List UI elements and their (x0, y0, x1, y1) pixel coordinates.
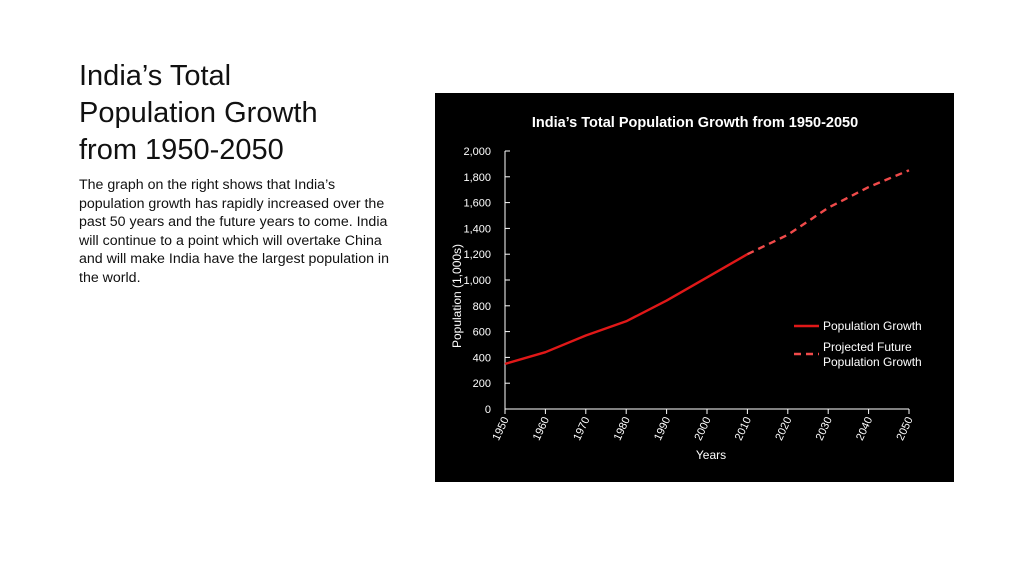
x-tick-label: 2010 (733, 415, 754, 442)
slide-title-line: India’s Total (79, 60, 232, 92)
slide-body-text: The graph on the right shows that India’… (79, 177, 389, 286)
chart-title: India’s Total Population Growth from 195… (532, 115, 858, 131)
x-tick-label: 2000 (692, 415, 713, 442)
x-tick-label: 2050 (894, 415, 915, 442)
x-tick-label: 1950 (490, 415, 511, 442)
y-tick-label: 1,200 (463, 249, 491, 261)
y-tick-label: 400 (473, 352, 491, 364)
slide-title: India’s Total Population Growth from 195… (79, 58, 399, 169)
chart-axes: 0 200 400 600 800 1,000 1,200 1,400 1,600 1,800 2,… (463, 146, 915, 442)
series-line-1 (746, 169, 910, 256)
y-tick-label: 200 (473, 378, 491, 390)
y-tick-label: 1,800 (463, 172, 491, 184)
y-tick-label: 1,600 (463, 198, 491, 210)
legend-label-population-growth: Population Growth (823, 319, 922, 333)
x-tick-label: 1970 (571, 415, 592, 442)
chart-series (504, 169, 910, 366)
chart-svg: India’s Total Population Growth from 195… (450, 115, 922, 462)
y-tick-label: 800 (473, 301, 491, 313)
y-tick-label: 1,000 (463, 275, 491, 287)
x-tick-label: 1980 (612, 415, 633, 442)
slide-title-line: from 1950-2050 (79, 134, 284, 166)
y-tick-label: 2,000 (463, 146, 491, 158)
x-tick-label: 1990 (652, 415, 673, 442)
slide-title-line: Population Growth (79, 97, 318, 129)
y-axis-title: Population (1,000s) (450, 244, 464, 348)
legend-label-line: Population Growth (823, 355, 922, 369)
x-tick-label: 2030 (814, 415, 835, 442)
population-chart: India’s Total Population Growth from 195… (435, 93, 954, 482)
x-tick-label: 2040 (854, 415, 875, 442)
x-axis-title: Years (696, 448, 726, 462)
x-tick-label: 1960 (531, 415, 552, 442)
y-tick-label: 0 (485, 404, 491, 416)
y-tick-label: 1,400 (463, 223, 491, 235)
legend-label-projected: Projected Future Population Growth (823, 340, 922, 369)
series-line-0 (504, 253, 748, 366)
x-tick-label: 2020 (773, 415, 794, 442)
legend-label-line: Projected Future (823, 340, 912, 354)
y-tick-label: 600 (473, 327, 491, 339)
